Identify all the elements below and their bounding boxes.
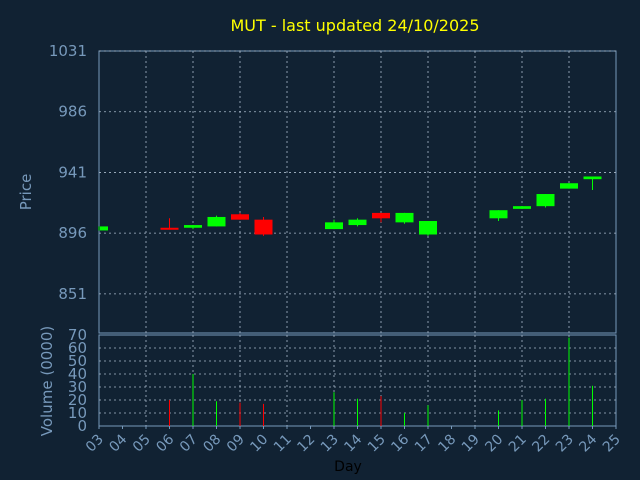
- volume-tick-label: 20: [68, 391, 87, 409]
- x-tick-label: 03: [83, 432, 107, 456]
- candle-body: [160, 227, 179, 230]
- x-axis-label: Day: [334, 459, 362, 475]
- chart-title: MUT - last updated 24/10/2025: [230, 16, 479, 35]
- x-tick-label: 11: [271, 432, 295, 456]
- price-tick-label: 851: [58, 285, 87, 303]
- x-tick-label: 20: [482, 432, 506, 456]
- candle-body: [372, 212, 390, 219]
- candle-body: [100, 226, 108, 231]
- x-tick-label: 04: [106, 431, 130, 455]
- volume-tick-label: 0: [77, 417, 87, 435]
- candle-body: [254, 219, 273, 235]
- price-panel: [98, 50, 617, 334]
- volume-tick-label: 10: [68, 404, 87, 422]
- candle-body: [348, 219, 367, 226]
- volume-tick-label: 50: [68, 352, 87, 370]
- x-tick-label: 12: [294, 432, 318, 456]
- x-tick-label: 24: [576, 431, 600, 455]
- x-tick-label: 08: [200, 432, 224, 456]
- grid-lines: [99, 50, 616, 426]
- x-tick-label: 07: [177, 432, 201, 456]
- x-tick-label: 14: [341, 431, 365, 455]
- volume-tick-label: 30: [68, 378, 87, 396]
- volume-tick-label: 60: [68, 339, 87, 357]
- x-tick-label: 22: [529, 432, 553, 456]
- x-tick-label: 16: [388, 431, 412, 455]
- x-tick-label: 05: [130, 432, 154, 456]
- volume-bars: [169, 337, 593, 426]
- price-tick-label: 1031: [49, 42, 87, 60]
- x-tick-label: 18: [435, 432, 459, 456]
- candle-body: [184, 225, 202, 228]
- x-tick-label: 13: [318, 432, 342, 456]
- candle-body: [419, 221, 437, 235]
- candle-body: [231, 214, 249, 220]
- x-tick-labels: 03 04 05 06 07 08 09 10 11 12 13 14 15 16 17 18 19 20 21 22…: [83, 426, 624, 455]
- candle-body: [489, 210, 508, 219]
- x-tick-label: 15: [365, 432, 389, 456]
- x-tick-label: 25: [600, 432, 624, 456]
- x-tick-label: 17: [412, 432, 436, 456]
- candle-body: [583, 176, 602, 180]
- x-tick-label: 21: [506, 432, 530, 456]
- candles: [98, 176, 602, 236]
- candle-body: [536, 194, 555, 207]
- price-tick-label: 941: [58, 163, 87, 181]
- volume-tick-label: 70: [68, 326, 87, 344]
- x-tick-label: 06: [153, 431, 177, 455]
- price-axis-label: Price: [17, 174, 35, 211]
- price-tick-label: 986: [58, 103, 87, 121]
- candle-body: [207, 216, 226, 227]
- candle-body: [325, 222, 343, 230]
- x-tick-label: 10: [247, 432, 271, 456]
- candle-body: [395, 212, 414, 223]
- price-tick-labels: 1031 986 941 896 851: [49, 42, 87, 303]
- x-tick-label: 23: [553, 432, 577, 456]
- x-tick-label: 19: [459, 432, 483, 456]
- candle-body: [513, 206, 531, 209]
- volume-tick-label: 40: [68, 365, 87, 383]
- volume-axis-label: Volume (0000): [38, 326, 56, 436]
- candle-body: [560, 183, 578, 189]
- price-tick-label: 896: [58, 224, 87, 242]
- x-tick-label: 09: [224, 432, 248, 456]
